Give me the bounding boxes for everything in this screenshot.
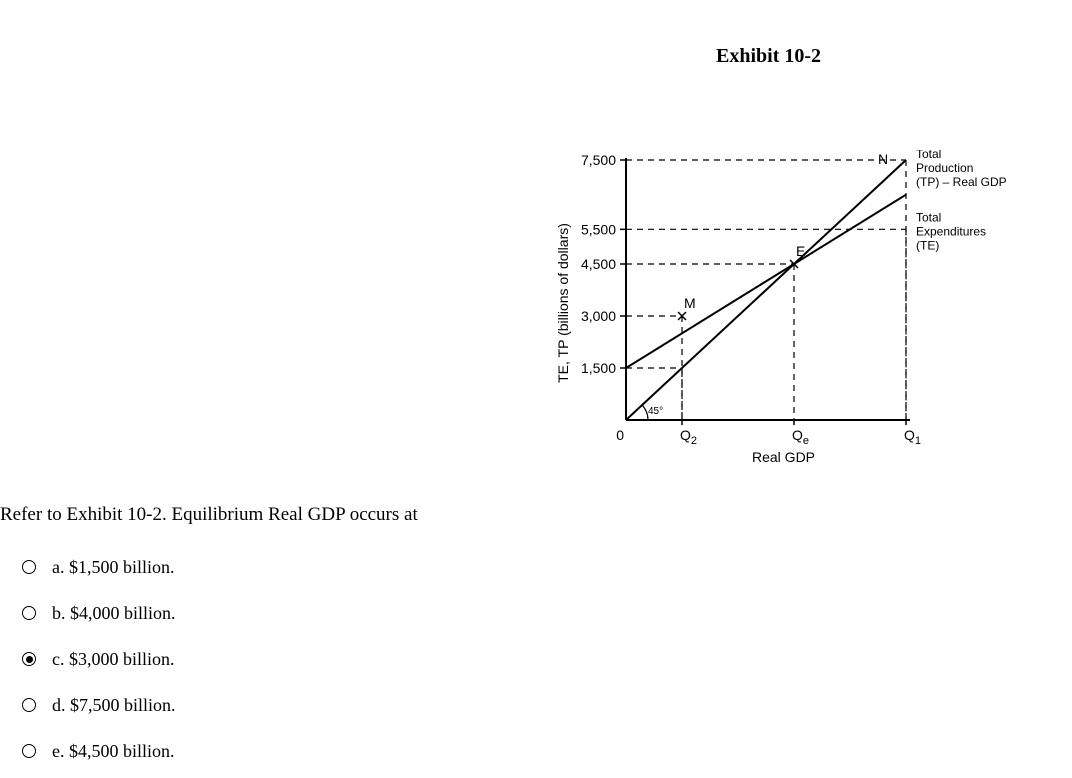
svg-text:7,500: 7,500 bbox=[581, 152, 616, 168]
radio-icon[interactable] bbox=[22, 744, 36, 758]
radio-icon[interactable] bbox=[22, 652, 36, 666]
svg-text:(TP) – Real GDP: (TP) – Real GDP bbox=[916, 175, 1007, 189]
svg-text:45°: 45° bbox=[648, 406, 663, 417]
svg-text:Production: Production bbox=[916, 161, 973, 175]
option-e[interactable]: e. $4,500 billion. bbox=[22, 728, 176, 774]
option-d[interactable]: d. $7,500 billion. bbox=[22, 682, 176, 728]
svg-text:Expenditures: Expenditures bbox=[916, 224, 986, 238]
option-label: c. $3,000 billion. bbox=[52, 649, 175, 670]
svg-text:E: E bbox=[796, 243, 805, 259]
radio-icon[interactable] bbox=[22, 606, 36, 620]
option-c[interactable]: c. $3,000 billion. bbox=[22, 636, 176, 682]
svg-text:Total: Total bbox=[916, 150, 941, 161]
option-b[interactable]: b. $4,000 billion. bbox=[22, 590, 176, 636]
svg-text:TE, TP (billions of dollars): TE, TP (billions of dollars) bbox=[555, 223, 571, 383]
svg-text:Total: Total bbox=[916, 210, 941, 224]
svg-text:0: 0 bbox=[616, 427, 624, 443]
svg-text:1,500: 1,500 bbox=[581, 360, 616, 376]
option-a[interactable]: a. $1,500 billion. bbox=[22, 544, 176, 590]
chart-svg: 7,500 5,500 4,500 3,000 1,500 Q2 Qe Q1 0 Real GDP… bbox=[546, 150, 1036, 480]
question-text: Refer to Exhibit 10-2. Equilibrium Real … bbox=[0, 504, 418, 526]
svg-text:Q2: Q2 bbox=[680, 427, 697, 447]
svg-text:N: N bbox=[878, 151, 888, 167]
option-label: b. $4,000 billion. bbox=[52, 603, 176, 624]
answer-options: a. $1,500 billion. b. $4,000 billion. c. $… bbox=[22, 544, 176, 774]
radio-icon[interactable] bbox=[22, 560, 36, 574]
option-label: a. $1,500 billion. bbox=[52, 557, 175, 578]
svg-text:4,500: 4,500 bbox=[581, 256, 616, 272]
page-root: Exhibit 10-2 7,500 5,500 4,500 3,000 1,500 Q2… bbox=[0, 0, 1072, 778]
exhibit-title: Exhibit 10-2 bbox=[716, 45, 821, 68]
svg-text:Qe: Qe bbox=[792, 427, 809, 447]
svg-text:M: M bbox=[684, 295, 696, 311]
keynesian-cross-chart: 7,500 5,500 4,500 3,000 1,500 Q2 Qe Q1 0 Real GDP… bbox=[546, 150, 1036, 485]
option-label: d. $7,500 billion. bbox=[52, 695, 176, 716]
option-label: e. $4,500 billion. bbox=[52, 741, 175, 762]
svg-text:(TE): (TE) bbox=[916, 238, 939, 252]
svg-text:Real GDP: Real GDP bbox=[752, 449, 815, 465]
svg-text:3,000: 3,000 bbox=[581, 308, 616, 324]
radio-icon[interactable] bbox=[22, 698, 36, 712]
svg-text:5,500: 5,500 bbox=[581, 221, 616, 237]
svg-text:Q1: Q1 bbox=[904, 427, 921, 447]
